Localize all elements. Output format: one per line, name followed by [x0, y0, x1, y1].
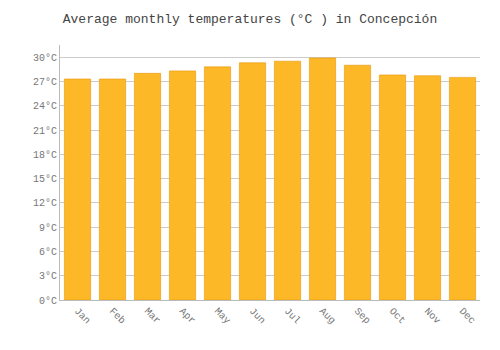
svg-text:Nov: Nov [422, 306, 443, 327]
svg-text:0°C: 0°C [39, 296, 57, 307]
svg-text:Apr: Apr [177, 306, 198, 327]
svg-text:9°C: 9°C [39, 223, 57, 234]
svg-text:May: May [212, 306, 233, 327]
svg-text:24°C: 24°C [33, 101, 57, 112]
svg-text:Mar: Mar [142, 306, 163, 327]
svg-text:Average monthly temperatures (: Average monthly temperatures (°C ) in Co… [63, 12, 437, 27]
svg-text:3°C: 3°C [39, 271, 57, 282]
svg-text:30°C: 30°C [33, 53, 57, 64]
svg-text:27°C: 27°C [33, 77, 57, 88]
svg-text:Dec: Dec [457, 306, 478, 327]
svg-text:Jan: Jan [72, 306, 93, 327]
svg-text:Feb: Feb [107, 306, 128, 327]
svg-text:18°C: 18°C [33, 150, 57, 161]
svg-text:Sep: Sep [352, 306, 373, 327]
svg-text:21°C: 21°C [33, 126, 57, 137]
svg-text:Oct: Oct [387, 306, 408, 327]
svg-text:15°C: 15°C [33, 174, 57, 185]
svg-text:12°C: 12°C [33, 198, 57, 209]
svg-text:Jul: Jul [282, 306, 303, 327]
svg-text:Jun: Jun [247, 306, 268, 327]
svg-text:Aug: Aug [317, 306, 338, 327]
svg-text:6°C: 6°C [39, 247, 57, 258]
